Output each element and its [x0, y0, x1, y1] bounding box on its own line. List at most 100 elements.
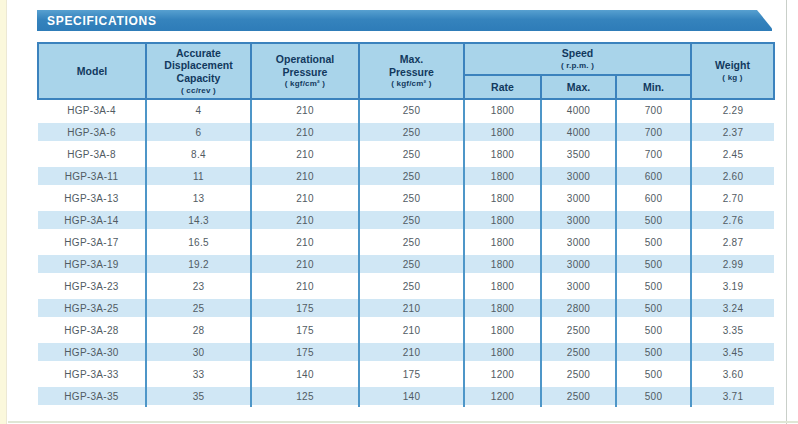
cell-weight: 3.24 — [691, 297, 774, 319]
cell-operational-pressure: 210 — [251, 99, 359, 121]
cell-max-pressure: 210 — [359, 319, 464, 341]
cell-speed-rate: 1200 — [464, 385, 541, 407]
table-body: HGP-3A-44210250180040007002.29HGP-3A-662… — [38, 99, 774, 407]
cell-speed-min: 500 — [616, 385, 691, 407]
cell-displacement: 13 — [146, 187, 251, 209]
cell-operational-pressure: 175 — [251, 341, 359, 363]
col-header-model: Model — [38, 43, 146, 99]
cell-speed-min: 700 — [616, 143, 691, 165]
cell-weight: 2.60 — [691, 165, 774, 187]
cell-model: HGP-3A-4 — [38, 99, 146, 121]
col-header-weight: Weight ( kg ) — [691, 43, 774, 99]
cell-operational-pressure: 210 — [251, 231, 359, 253]
cell-displacement: 28 — [146, 319, 251, 341]
header-label: Operational Pressure — [253, 53, 357, 78]
cell-speed-max: 4000 — [541, 99, 616, 121]
cell-displacement: 25 — [146, 297, 251, 319]
cell-model: HGP-3A-33 — [38, 363, 146, 385]
cell-model: HGP-3A-19 — [38, 253, 146, 275]
cell-speed-max: 2500 — [541, 341, 616, 363]
cell-speed-rate: 1800 — [464, 121, 541, 143]
cell-model: HGP-3A-30 — [38, 341, 146, 363]
table-row: HGP-3A-3333140175120025005003.60 — [38, 363, 774, 385]
cell-model: HGP-3A-14 — [38, 209, 146, 231]
cell-model: HGP-3A-8 — [38, 143, 146, 165]
cell-operational-pressure: 175 — [251, 319, 359, 341]
cell-displacement: 11 — [146, 165, 251, 187]
cell-speed-min: 500 — [616, 275, 691, 297]
cell-speed-min: 500 — [616, 231, 691, 253]
cell-weight: 2.76 — [691, 209, 774, 231]
header-unit: ( kgf/cm² ) — [361, 79, 462, 89]
cell-speed-rate: 1200 — [464, 363, 541, 385]
cell-displacement: 30 — [146, 341, 251, 363]
cell-speed-min: 600 — [616, 165, 691, 187]
cell-displacement: 8.4 — [146, 143, 251, 165]
header-label: Model — [40, 65, 144, 78]
table-row: HGP-3A-1716.5210250180030005002.87 — [38, 231, 774, 253]
cell-speed-min: 500 — [616, 209, 691, 231]
cell-operational-pressure: 210 — [251, 187, 359, 209]
cell-speed-min: 500 — [616, 297, 691, 319]
cell-model: HGP-3A-6 — [38, 121, 146, 143]
table-row: HGP-3A-3030175210180025005003.45 — [38, 341, 774, 363]
cell-max-pressure: 250 — [359, 253, 464, 275]
cell-max-pressure: 250 — [359, 275, 464, 297]
cell-displacement: 6 — [146, 121, 251, 143]
header-label: Weight — [693, 59, 772, 72]
cell-operational-pressure: 140 — [251, 363, 359, 385]
cell-speed-min: 700 — [616, 99, 691, 121]
cell-speed-max: 2500 — [541, 363, 616, 385]
page-right-border — [786, 0, 787, 424]
header-label: Speed — [466, 47, 689, 60]
cell-speed-max: 3500 — [541, 143, 616, 165]
cell-speed-rate: 1800 — [464, 187, 541, 209]
col-header-max-pressure: Max. Pressure ( kgf/cm² ) — [359, 43, 464, 99]
cell-weight: 3.19 — [691, 275, 774, 297]
cell-speed-max: 3000 — [541, 253, 616, 275]
col-header-speed-rate: Rate — [464, 75, 541, 99]
specifications-table: Model Accurate Displacement Capacity ( c… — [37, 42, 775, 407]
cell-max-pressure: 210 — [359, 297, 464, 319]
header-unit: ( kgf/cm² ) — [253, 79, 357, 89]
cell-weight: 3.35 — [691, 319, 774, 341]
cell-max-pressure: 250 — [359, 121, 464, 143]
cell-speed-min: 600 — [616, 187, 691, 209]
cell-weight: 2.29 — [691, 99, 774, 121]
table-row: HGP-3A-2828175210180025005003.35 — [38, 319, 774, 341]
cell-speed-max: 2500 — [541, 385, 616, 407]
cell-speed-min: 500 — [616, 319, 691, 341]
cell-speed-rate: 1800 — [464, 275, 541, 297]
cell-operational-pressure: 125 — [251, 385, 359, 407]
cell-model: HGP-3A-35 — [38, 385, 146, 407]
cell-max-pressure: 250 — [359, 99, 464, 121]
header-unit: ( r.p.m. ) — [466, 61, 689, 71]
cell-model: HGP-3A-25 — [38, 297, 146, 319]
cell-weight: 2.87 — [691, 231, 774, 253]
cell-model: HGP-3A-11 — [38, 165, 146, 187]
cell-max-pressure: 175 — [359, 363, 464, 385]
cell-operational-pressure: 210 — [251, 253, 359, 275]
cell-model: HGP-3A-28 — [38, 319, 146, 341]
cell-speed-rate: 1800 — [464, 341, 541, 363]
col-header-speed: Speed ( r.p.m. ) — [464, 43, 691, 75]
table-header: Model Accurate Displacement Capacity ( c… — [38, 43, 774, 99]
cell-speed-rate: 1800 — [464, 253, 541, 275]
cell-operational-pressure: 210 — [251, 165, 359, 187]
cell-speed-min: 500 — [616, 341, 691, 363]
page-bottom-border — [8, 421, 798, 423]
cell-speed-max: 3000 — [541, 231, 616, 253]
cell-speed-max: 2500 — [541, 319, 616, 341]
cell-displacement: 23 — [146, 275, 251, 297]
cell-speed-max: 3000 — [541, 165, 616, 187]
cell-weight: 2.70 — [691, 187, 774, 209]
cell-speed-rate: 1800 — [464, 165, 541, 187]
specifications-banner: SPECIFICATIONS — [37, 10, 772, 31]
header-label: Max. Pressure — [361, 53, 462, 78]
cell-displacement: 19.2 — [146, 253, 251, 275]
cell-displacement: 33 — [146, 363, 251, 385]
cell-weight: 2.99 — [691, 253, 774, 275]
cell-max-pressure: 210 — [359, 341, 464, 363]
cell-displacement: 14.3 — [146, 209, 251, 231]
col-header-operational-pressure: Operational Pressure ( kgf/cm² ) — [251, 43, 359, 99]
